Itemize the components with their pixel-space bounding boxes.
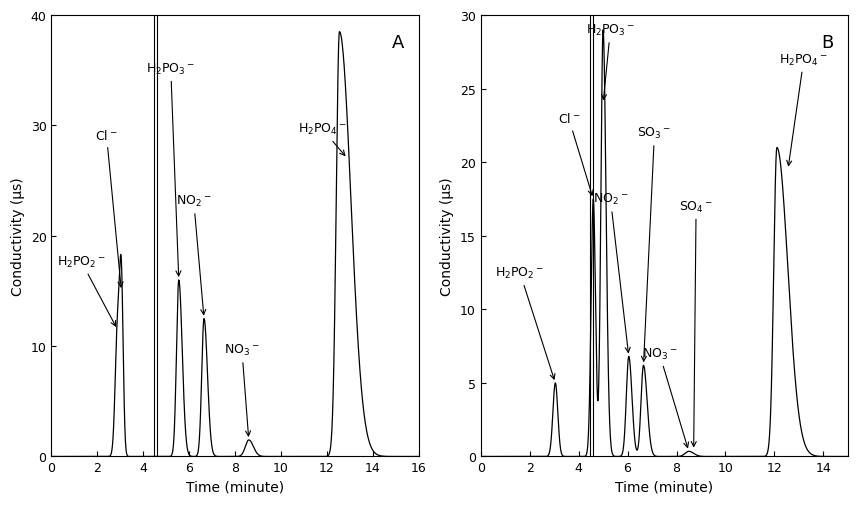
X-axis label: Time (minute): Time (minute) <box>186 480 284 494</box>
Text: H$_2$PO$_2$$^-$: H$_2$PO$_2$$^-$ <box>496 265 555 379</box>
Text: NO$_2$$^-$: NO$_2$$^-$ <box>593 192 631 352</box>
Y-axis label: Conductivity (μs): Conductivity (μs) <box>441 177 454 295</box>
Text: NO$_3$$^-$: NO$_3$$^-$ <box>224 342 259 436</box>
Y-axis label: Conductivity (μs): Conductivity (μs) <box>11 177 25 295</box>
Text: B: B <box>821 34 833 52</box>
X-axis label: Time (minute): Time (minute) <box>615 480 713 494</box>
Text: H$_2$PO$_2$$^-$: H$_2$PO$_2$$^-$ <box>57 255 116 326</box>
Text: H$_2$PO$_4$$^-$: H$_2$PO$_4$$^-$ <box>779 53 828 166</box>
Text: H$_2$PO$_4$$^-$: H$_2$PO$_4$$^-$ <box>298 122 347 156</box>
Text: Cl$^-$: Cl$^-$ <box>557 112 593 196</box>
Text: H$_2$PO$_3$$^-$: H$_2$PO$_3$$^-$ <box>586 23 635 100</box>
Text: SO$_3$$^-$: SO$_3$$^-$ <box>637 126 672 362</box>
Text: A: A <box>392 34 404 52</box>
Text: NO$_2$$^-$: NO$_2$$^-$ <box>176 194 211 315</box>
Text: Cl$^-$: Cl$^-$ <box>95 129 123 287</box>
Text: H$_2$PO$_3$$^-$: H$_2$PO$_3$$^-$ <box>146 62 195 276</box>
Text: NO$_3$$^-$: NO$_3$$^-$ <box>642 346 689 447</box>
Text: SO$_4$$^-$: SO$_4$$^-$ <box>679 199 713 447</box>
